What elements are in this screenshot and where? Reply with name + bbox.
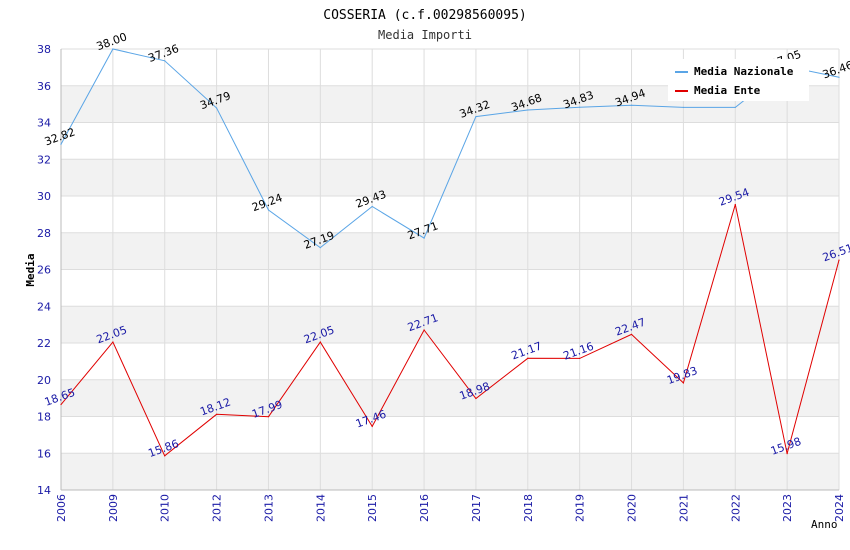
y-axis-label: Media [24, 253, 37, 286]
data-point [579, 106, 581, 108]
data-point [579, 357, 581, 360]
x-tick-label: 2024 [833, 494, 846, 522]
data-point [371, 425, 373, 428]
data-point [734, 203, 736, 206]
y-tick-label: 28 [37, 227, 51, 240]
y-tick-label: 20 [37, 374, 51, 387]
data-point [319, 341, 321, 343]
x-axis-label: Anno [811, 518, 838, 531]
x-tick-label: 2010 [159, 494, 172, 522]
data-point [527, 357, 529, 359]
data-point [371, 205, 373, 208]
x-tick-label: 2021 [677, 494, 690, 522]
data-point [423, 329, 425, 331]
y-tick-label: 34 [37, 117, 51, 130]
grid-band [61, 453, 839, 490]
x-tick-label: 2006 [55, 494, 68, 522]
x-axis-ticks: 2006 2009 2010 2012 2013 2014 2015 2016 2017 2018… [55, 494, 846, 522]
grid-band [61, 232, 839, 270]
y-axis-ticks: 14 16 18 20 22 24 26 28 30 32 34 36 38 [37, 43, 51, 497]
data-point [786, 453, 788, 455]
x-tick-label: 2017 [470, 494, 483, 522]
x-tick-label: 2013 [262, 494, 275, 522]
y-tick-label: 26 [37, 264, 51, 277]
data-point [60, 143, 62, 145]
grid-bands [61, 85, 839, 490]
y-tick-label: 18 [37, 411, 51, 424]
data-point [112, 341, 114, 343]
x-tick-label: 2022 [729, 494, 742, 522]
x-tick-label: 2014 [314, 494, 327, 522]
series-line-1 [60, 204, 840, 457]
data-point [216, 413, 218, 415]
data-point [838, 259, 840, 261]
x-tick-label: 2009 [107, 494, 120, 522]
data-point [60, 403, 62, 406]
data-point [216, 107, 218, 109]
data-point [319, 247, 321, 249]
x-tick-label: 2019 [574, 494, 587, 522]
y-tick-label: 14 [37, 484, 51, 497]
data-point [682, 382, 685, 384]
legend-label-nazionale: Media Nazionale [694, 65, 794, 78]
x-tick-label: 2018 [522, 494, 535, 522]
x-tick-label: 2015 [366, 494, 379, 522]
data-point [267, 209, 270, 211]
y-tick-label: 32 [37, 153, 51, 166]
data-point [112, 48, 114, 50]
data-point [164, 60, 166, 62]
chart-title: COSSERIA (c.f.00298560095) [323, 8, 527, 23]
y-tick-label: 22 [37, 337, 51, 350]
y-tick-label: 16 [37, 447, 51, 460]
data-point [682, 106, 685, 109]
grid-lines [60, 48, 840, 491]
series-group [60, 48, 840, 457]
data-point [267, 416, 270, 418]
series-line-0 [60, 48, 840, 249]
x-tick-label: 2012 [211, 494, 224, 522]
data-point [734, 106, 736, 109]
data-point [475, 397, 477, 400]
data-label: 36.46 [821, 59, 850, 82]
data-point [164, 455, 166, 457]
chart-subtitle: Media Importi [378, 28, 472, 42]
data-point [423, 237, 425, 239]
grid-band [61, 379, 839, 417]
legend-label-ente: Media Ente [694, 84, 761, 97]
data-label: 37.36 [147, 42, 181, 65]
legend: Media Nazionale Media Ente [668, 59, 809, 101]
data-point [838, 76, 840, 78]
grid-band [61, 306, 839, 343]
y-tick-label: 36 [37, 80, 51, 93]
x-tick-label: 2023 [781, 494, 794, 522]
x-tick-label: 2020 [626, 494, 639, 522]
x-tick-label: 2016 [418, 494, 431, 522]
data-point [527, 109, 529, 111]
data-point [475, 116, 477, 118]
y-tick-label: 24 [37, 300, 51, 313]
y-tick-label: 38 [37, 43, 51, 56]
data-point [630, 104, 633, 106]
legend-box [668, 59, 809, 101]
y-tick-label: 30 [37, 190, 51, 203]
data-label: 38.00 [95, 30, 129, 53]
data-point [630, 333, 633, 335]
